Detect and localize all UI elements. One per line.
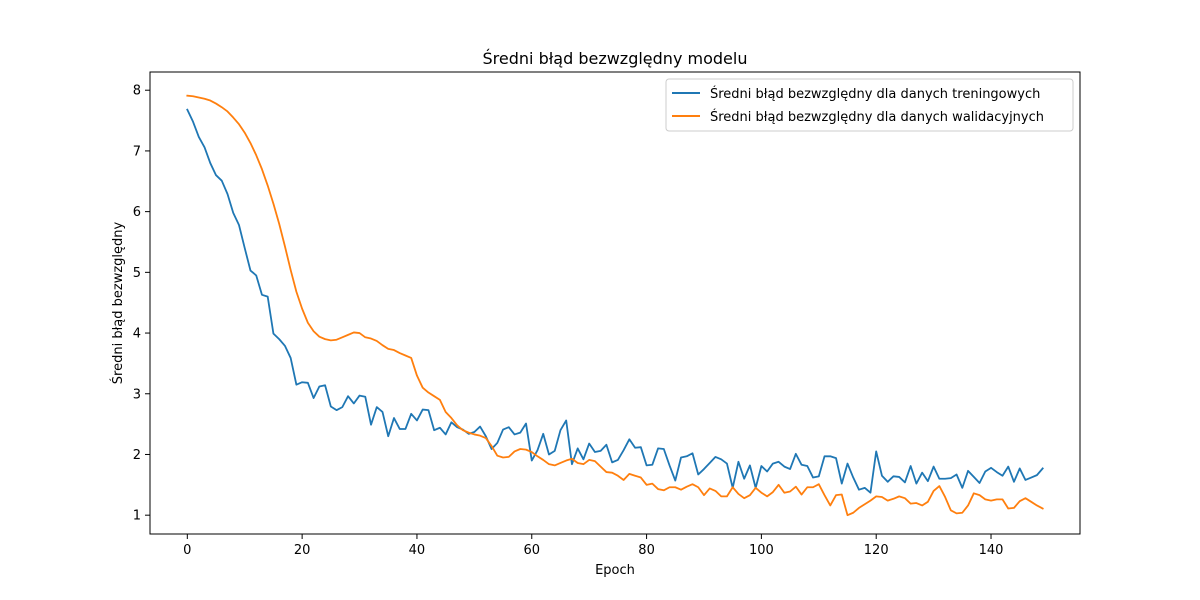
y-axis: 1 2 3 4 5 6 7 8 [133,84,150,524]
y-tick-label: 4 [133,327,141,342]
series-line-training [186,108,1044,494]
x-tick-label: 20 [294,543,311,558]
y-tick-label: 5 [133,266,141,281]
series-lines [186,94,1044,517]
legend-frame [665,78,1074,132]
y-tick-label: 8 [133,84,141,99]
x-tick-label: 40 [409,543,426,558]
chart-title: Średni błąd bezwzględny modelu [483,49,748,68]
x-axis-label: Epoch [595,563,635,578]
x-tick-label: 60 [523,543,540,558]
legend-label-training: Średni błąd bezwzględny dla danych treni… [710,86,1040,102]
x-tick-label: 80 [638,543,655,558]
y-axis-label: Średni błąd bezwzględny [110,221,126,384]
y-tick-label: 2 [133,448,141,463]
y-tick-label: 3 [133,387,141,402]
plot-frame [149,71,1081,535]
x-tick-label: 140 [979,543,1004,558]
legend-label-validation: Średni błąd bezwzględny dla danych walid… [710,109,1044,125]
x-tick-label: 100 [749,543,774,558]
legend: Średni błąd bezwzględny dla danych treni… [665,78,1074,132]
series-line-validation [186,94,1044,517]
x-axis: 0 20 40 60 80 100 120 140 [183,534,1003,558]
y-tick-label: 1 [133,509,141,524]
y-tick-label: 6 [133,205,141,220]
x-tick-label: 0 [183,543,191,558]
plot-area [149,71,1081,535]
x-tick-label: 120 [864,543,889,558]
y-tick-label: 7 [133,144,141,159]
